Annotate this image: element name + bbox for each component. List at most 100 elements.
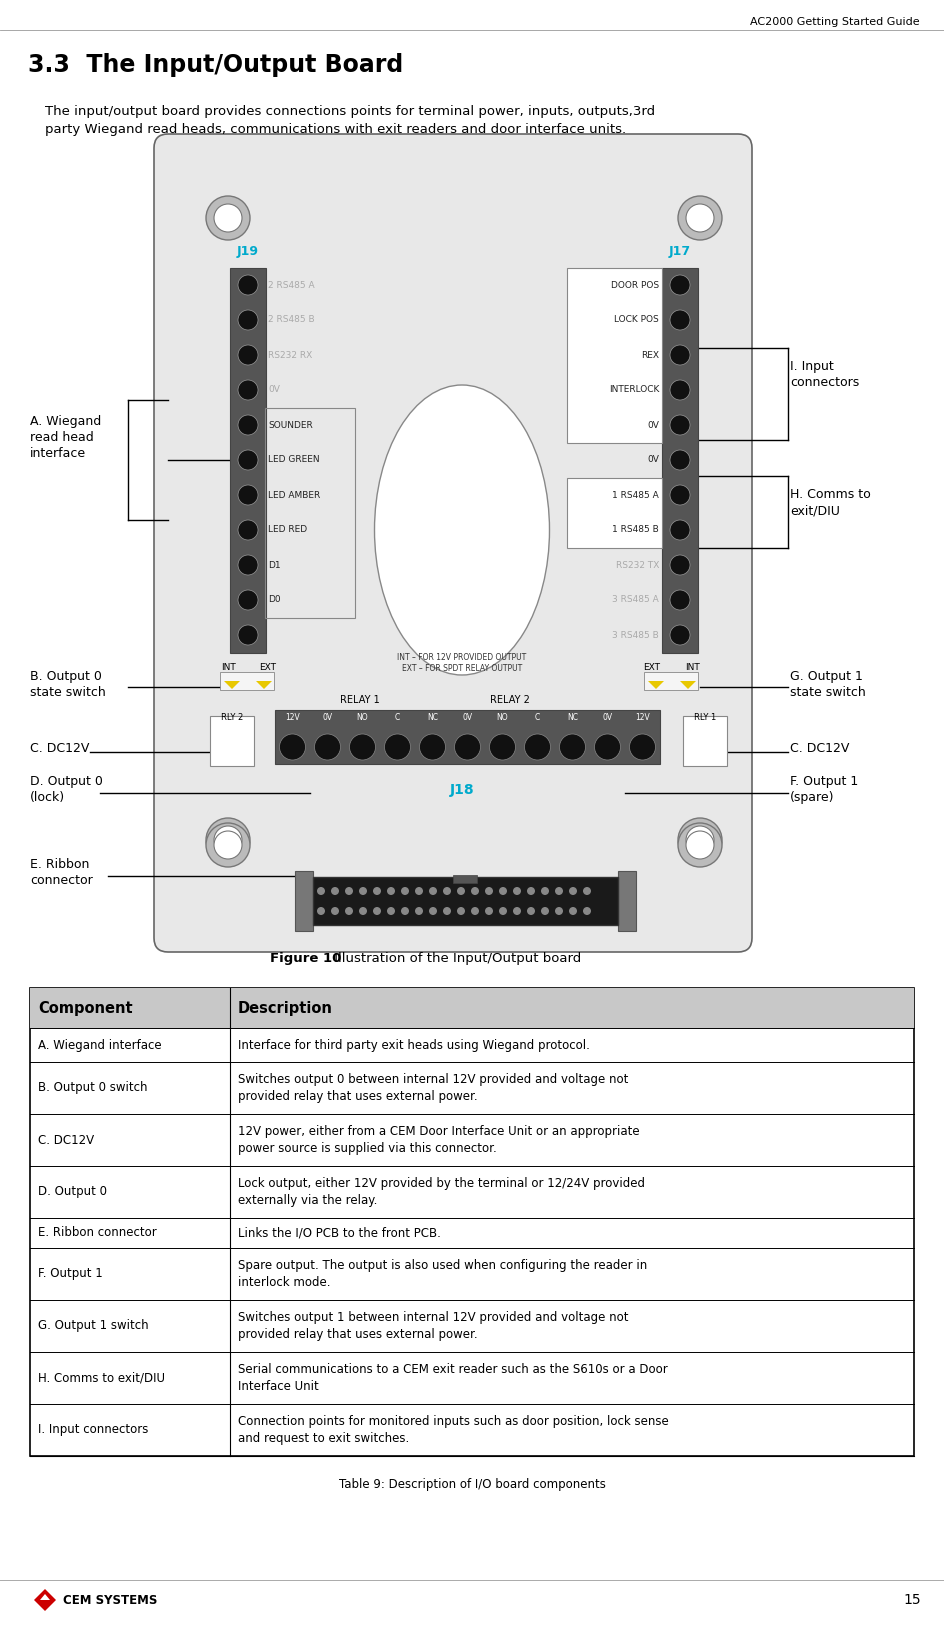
Text: AC2000 Getting Started Guide: AC2000 Getting Started Guide bbox=[750, 16, 920, 28]
Text: EXT: EXT bbox=[644, 663, 661, 673]
Circle shape bbox=[419, 734, 446, 760]
Text: The input/output board provides connections points for terminal power, inputs, o: The input/output board provides connecti… bbox=[45, 106, 655, 135]
Text: Component: Component bbox=[38, 1001, 132, 1016]
Circle shape bbox=[595, 734, 620, 760]
Circle shape bbox=[214, 830, 242, 860]
Text: 0V: 0V bbox=[602, 712, 613, 722]
Text: F. Output 1: F. Output 1 bbox=[38, 1268, 103, 1280]
Circle shape bbox=[387, 907, 395, 915]
Text: 3 RS485 A: 3 RS485 A bbox=[613, 595, 659, 604]
Text: INTERLOCK: INTERLOCK bbox=[609, 385, 659, 395]
Circle shape bbox=[238, 380, 258, 400]
Bar bbox=[220, 673, 274, 691]
Circle shape bbox=[670, 556, 690, 575]
Text: EXT: EXT bbox=[260, 663, 277, 673]
Circle shape bbox=[670, 590, 690, 609]
Circle shape bbox=[359, 887, 367, 895]
Circle shape bbox=[490, 734, 515, 760]
Text: 3 RS485 B: 3 RS485 B bbox=[613, 630, 659, 640]
Circle shape bbox=[331, 907, 339, 915]
Circle shape bbox=[541, 907, 549, 915]
Circle shape bbox=[555, 907, 563, 915]
Circle shape bbox=[206, 822, 250, 868]
Circle shape bbox=[238, 484, 258, 505]
Circle shape bbox=[686, 205, 714, 232]
Text: NO: NO bbox=[497, 712, 508, 722]
Polygon shape bbox=[40, 1594, 50, 1601]
Text: RELAY 2: RELAY 2 bbox=[490, 696, 530, 705]
Text: E. Ribbon
connector: E. Ribbon connector bbox=[30, 858, 93, 887]
Text: E. Ribbon connector: E. Ribbon connector bbox=[38, 1227, 157, 1240]
Bar bbox=[644, 673, 698, 691]
Text: Illustration of the Input/Output board: Illustration of the Input/Output board bbox=[330, 952, 582, 965]
Circle shape bbox=[345, 887, 353, 895]
Circle shape bbox=[314, 734, 341, 760]
Text: 15: 15 bbox=[903, 1592, 920, 1607]
Text: I. Input connectors: I. Input connectors bbox=[38, 1424, 148, 1436]
Ellipse shape bbox=[375, 385, 549, 674]
Text: NC: NC bbox=[427, 712, 438, 722]
Circle shape bbox=[686, 830, 714, 860]
Text: INT: INT bbox=[684, 663, 700, 673]
Circle shape bbox=[485, 907, 493, 915]
Circle shape bbox=[429, 907, 437, 915]
Circle shape bbox=[678, 197, 722, 240]
Circle shape bbox=[317, 907, 325, 915]
Circle shape bbox=[670, 344, 690, 366]
Text: INT – FOR 12V PROVIDED OUTPUT
EXT – FOR SPDT RELAY OUTPUT: INT – FOR 12V PROVIDED OUTPUT EXT – FOR … bbox=[397, 653, 527, 673]
Text: RELAY 1: RELAY 1 bbox=[340, 696, 379, 705]
Circle shape bbox=[443, 887, 451, 895]
Circle shape bbox=[670, 380, 690, 400]
Bar bbox=[230, 268, 266, 653]
Bar bbox=[265, 408, 355, 618]
Circle shape bbox=[670, 310, 690, 330]
Bar bbox=[618, 871, 636, 931]
Bar bbox=[567, 268, 662, 444]
Circle shape bbox=[415, 907, 423, 915]
Circle shape bbox=[238, 626, 258, 645]
Text: D1: D1 bbox=[268, 561, 280, 569]
Circle shape bbox=[630, 734, 655, 760]
Text: 0V: 0V bbox=[648, 421, 659, 429]
Text: C. DC12V: C. DC12V bbox=[30, 743, 90, 756]
Circle shape bbox=[686, 826, 714, 855]
Text: 0V: 0V bbox=[323, 712, 332, 722]
Circle shape bbox=[499, 887, 507, 895]
Text: Figure 10: Figure 10 bbox=[270, 952, 342, 965]
Circle shape bbox=[214, 826, 242, 855]
Text: D0: D0 bbox=[268, 595, 280, 604]
Text: NC: NC bbox=[567, 712, 578, 722]
Text: C. DC12V: C. DC12V bbox=[38, 1134, 94, 1147]
Text: 2 RS485 B: 2 RS485 B bbox=[268, 315, 314, 325]
Text: Connection points for monitored inputs such as door position, lock sense
and req: Connection points for monitored inputs s… bbox=[238, 1415, 668, 1445]
Text: 0V: 0V bbox=[463, 712, 473, 722]
Text: H. Comms to
exit/DIU: H. Comms to exit/DIU bbox=[790, 488, 870, 517]
Circle shape bbox=[238, 556, 258, 575]
Text: RLY 1: RLY 1 bbox=[694, 712, 716, 722]
Circle shape bbox=[238, 414, 258, 436]
Circle shape bbox=[238, 450, 258, 470]
Circle shape bbox=[238, 275, 258, 296]
Text: SOUNDER: SOUNDER bbox=[268, 421, 312, 429]
Bar bbox=[453, 874, 477, 882]
Bar bbox=[313, 878, 618, 925]
Circle shape bbox=[317, 887, 325, 895]
Circle shape bbox=[214, 205, 242, 232]
Text: RS232 RX: RS232 RX bbox=[268, 351, 312, 359]
Bar bbox=[567, 478, 662, 548]
Text: A. Wiegand interface: A. Wiegand interface bbox=[38, 1038, 161, 1051]
Text: REX: REX bbox=[641, 351, 659, 359]
Text: G. Output 1 switch: G. Output 1 switch bbox=[38, 1320, 148, 1332]
Text: CEM SYSTEMS: CEM SYSTEMS bbox=[63, 1594, 158, 1607]
Text: Lock output, either 12V provided by the terminal or 12/24V provided
externally v: Lock output, either 12V provided by the … bbox=[238, 1176, 645, 1207]
Circle shape bbox=[670, 275, 690, 296]
Text: Description: Description bbox=[238, 1001, 333, 1016]
Text: 0V: 0V bbox=[648, 455, 659, 465]
Text: 1 RS485 B: 1 RS485 B bbox=[613, 525, 659, 535]
Text: LED RED: LED RED bbox=[268, 525, 307, 535]
Circle shape bbox=[670, 414, 690, 436]
Text: C: C bbox=[535, 712, 540, 722]
Text: Spare output. The output is also used when configuring the reader in
interlock m: Spare output. The output is also used wh… bbox=[238, 1259, 648, 1289]
Circle shape bbox=[457, 907, 465, 915]
Circle shape bbox=[527, 907, 535, 915]
